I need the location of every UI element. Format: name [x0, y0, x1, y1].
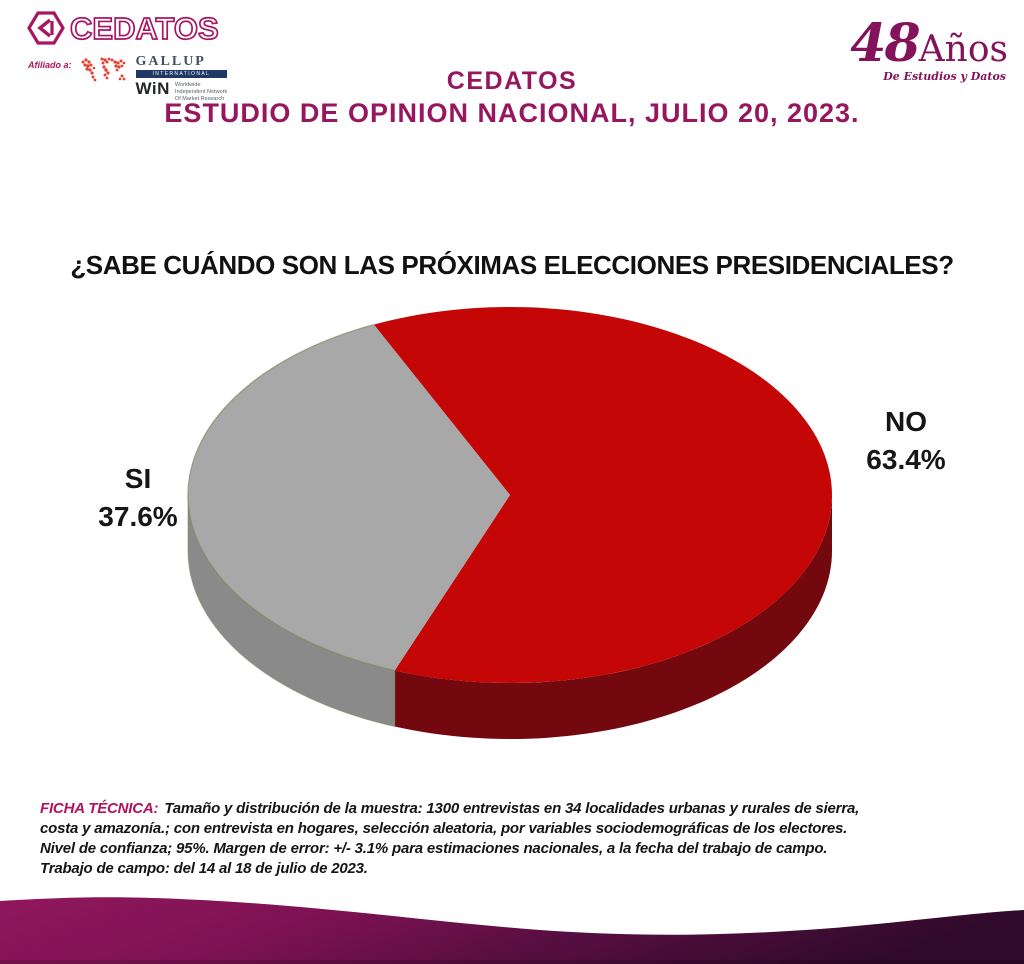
page-title-line2: ESTUDIO DE OPINION NACIONAL, JULIO 20, 2… — [164, 98, 860, 128]
win-subtext-line: Of Market Research — [174, 95, 225, 102]
pie-slice-path — [187, 324, 510, 671]
affiliation-label: Afiliado a: — [28, 60, 72, 70]
win-row: WiN Worldwide Independent Network Of Mar… — [136, 80, 228, 103]
anniversary-subtitle: De Estudios y Datos — [883, 70, 1006, 83]
page-title-line1: CEDATOS — [446, 67, 578, 95]
ficha-label: FICHA TÉCNICA: — [40, 800, 159, 817]
gallup-logo: GALLUP INTERNATIONAL WiN Worldwide Indep… — [135, 54, 228, 103]
slice-label-si-value: 37.6% — [98, 500, 178, 532]
page-title: CEDATOS ESTUDIO DE OPINION NACIONAL, JUL… — [0, 66, 1024, 131]
ficha-line: Tamaño y distribución de la muestra: 130… — [164, 800, 860, 817]
win-subtext-line: Independent Network — [174, 88, 228, 95]
cedatos-logo: CEDATOS — [26, 8, 256, 48]
pie-slice-path — [373, 307, 832, 684]
gallup-text: GALLUP — [135, 54, 206, 69]
ficha-line: Trabajo de campo: del 14 al 18 de julio … — [40, 860, 368, 878]
slice-label-si: SI 37.6% — [78, 460, 198, 536]
anniversary-suffix: Años — [918, 29, 1008, 70]
world-map-icon — [81, 57, 125, 82]
ficha-line: Nivel de confianza; 95%. Margen de error… — [40, 840, 828, 858]
bottom-wave-decoration — [0, 897, 1024, 964]
wave-bottom-strip — [0, 960, 1024, 964]
win-subtext-line: Worldwide — [174, 82, 201, 88]
anniversary-number: 48 — [850, 13, 920, 74]
slice-label-no-value: 63.4% — [866, 443, 946, 475]
win-logo-text: WiN — [135, 79, 170, 98]
gallup-international-bar: INTERNATIONAL — [135, 70, 228, 78]
slice-label-si-name: SI — [124, 463, 152, 494]
pie-slice-path — [394, 495, 832, 740]
pie-slice-path — [187, 324, 395, 672]
pie-chart-3d — [187, 307, 832, 740]
win-subtext: Worldwide Independent Network Of Market … — [175, 82, 227, 103]
cedatos-hexagon-icon — [27, 11, 65, 45]
anniversary-badge: 48Años De Estudios y Datos — [808, 18, 1008, 84]
ficha-tecnica: FICHA TÉCNICA: Tamaño y distribución de l… — [40, 799, 1000, 879]
cedatos-wordmark: CEDATOS — [69, 10, 219, 46]
anniversary-years: 48Años — [808, 18, 1008, 70]
wave-shape — [0, 897, 1024, 964]
slice-label-no-name: NO — [885, 406, 927, 437]
chart-title: ¿SABE CUÁNDO SON LAS PRÓXIMAS ELECCIONES… — [70, 250, 954, 280]
ficha-line: costa y amazonía.; con entrevista en hog… — [40, 820, 848, 838]
affiliation-row: Afiliado a: GALLUP — [28, 52, 256, 103]
cedatos-logo-block: CEDATOS Afiliado a: — [26, 8, 256, 103]
slice-label-no: NO 63.4% — [846, 403, 966, 479]
